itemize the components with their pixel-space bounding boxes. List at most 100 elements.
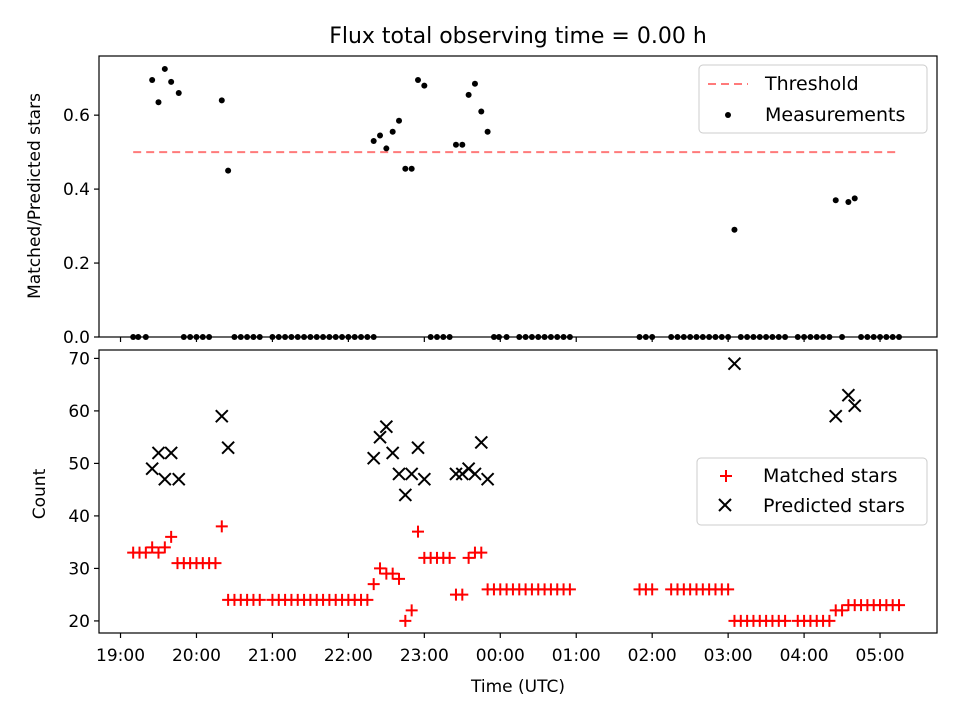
measurement-point [218,97,225,104]
measurement-point [414,77,421,84]
predicted-star-point [172,472,186,486]
predicted-star-point [164,446,178,460]
top-plot-frame [98,55,938,338]
bottom-ytick-label: 70 [68,349,90,369]
top-legend: Threshold Measurements [698,64,928,134]
matched-star-point [146,541,159,554]
measurement-point [408,165,415,172]
xtick-label: 20:00 [172,646,221,666]
legend-predicted-label: Predicted stars [763,495,905,517]
predicted-star-point [848,398,862,413]
predicted-star-point [480,472,495,486]
measurement-point [471,80,478,87]
matched-star-point [836,604,849,617]
bottom-ytick-label: 60 [68,402,90,422]
bottom-legend: Matched stars Predicted stars [696,457,928,526]
matched-star-point [209,557,222,570]
predicted-star-point [215,409,229,423]
bottom-plot-frame [98,349,938,634]
xtick-label: 23:00 [400,646,449,666]
matched-star-point [893,599,906,612]
matched-star-point [646,583,659,596]
bottom-legend-box [696,457,928,526]
matched-star-point [158,541,171,554]
predicted-star-point [158,472,172,486]
xtick-label: 19:00 [96,646,145,666]
bottom-ytick-label: 50 [68,454,90,474]
xtick-label: 01:00 [552,646,601,666]
bottom-axis-ticks: 20 30 40 50 60 70 19:00 20:00 21:00 22:00 23:00 00:… [68,349,904,666]
predicted-star-point [385,446,400,460]
bottom-ytick-label: 30 [68,559,90,579]
predicted-star-point [379,419,394,434]
measurement-point [225,167,232,174]
matched-star-point [563,583,576,596]
matched-star-point [393,572,406,585]
predicted-star-point [468,467,482,481]
matched-star-point [475,546,488,559]
matched-star-point [152,546,165,559]
xtick-label: 03:00 [704,646,753,666]
measurement-point [478,108,485,115]
predicted-star-point [392,467,406,481]
matched-star-point [386,567,399,580]
legend-predicted-swatch [718,498,732,512]
measurement-point [149,77,156,84]
predicted-star-point [417,472,432,486]
xtick-label: 05:00 [856,646,905,666]
measurement-point [155,99,162,106]
measurement-point [851,195,858,202]
xtick-label: 22:00 [324,646,373,666]
legend-matched-label: Matched stars [763,465,897,487]
measurement-point [452,141,459,148]
matched-star-point [361,593,374,606]
matched-star-point [779,614,792,627]
measurement-point [465,91,472,98]
predicted-star-point [449,467,463,481]
measurement-point [731,226,738,233]
legend-measurements-label: Measurements [765,104,905,126]
ratio-panel: Flux total observing time = 0.00 h Match… [25,24,938,348]
predicted-star-point [411,440,425,455]
matched-star-point [253,593,266,606]
y-axis-label-bottom: Count [30,468,50,519]
matched-star-point [722,583,735,596]
predicted-star-point [398,488,413,502]
chart-title: Flux total observing time = 0.00 h [329,24,707,49]
matched-star-point [139,546,152,559]
measurement-point [421,82,428,89]
matched-star-point [462,551,475,564]
predicted-star-point [829,409,843,423]
y-axis-label-top: Matched/Predicted stars [25,93,45,299]
predicted-star-point [221,440,235,455]
predicted-star-point [151,446,166,460]
predicted-star-point [145,461,159,476]
measurement-point [377,132,384,139]
xtick-label: 21:00 [248,646,297,666]
matched-star-point [443,551,456,564]
stars-layer [127,356,906,627]
legend-measurements-swatch [725,112,731,118]
measurement-point [175,89,182,96]
measurement-point [459,141,466,148]
matched-star-point [823,614,836,627]
xtick-label: 00:00 [476,646,525,666]
measurement-point [832,197,839,204]
measurement-point [383,145,390,152]
matched-star-point [399,614,412,627]
predicted-star-point [841,388,856,402]
matched-star-point [374,562,387,575]
predicted-star-point [474,435,488,450]
predicted-star-point [366,451,381,465]
measurement-point [845,199,852,206]
measurement-point [168,78,175,85]
predicted-star-point [404,467,419,481]
measurement-point [389,128,396,135]
top-axis-ticks: 0.0 0.2 0.4 0.6 [63,106,881,348]
measurement-point [161,65,168,72]
matched-star-point [456,588,469,601]
legend-matched-swatch [720,470,732,482]
measurement-point [396,117,403,124]
